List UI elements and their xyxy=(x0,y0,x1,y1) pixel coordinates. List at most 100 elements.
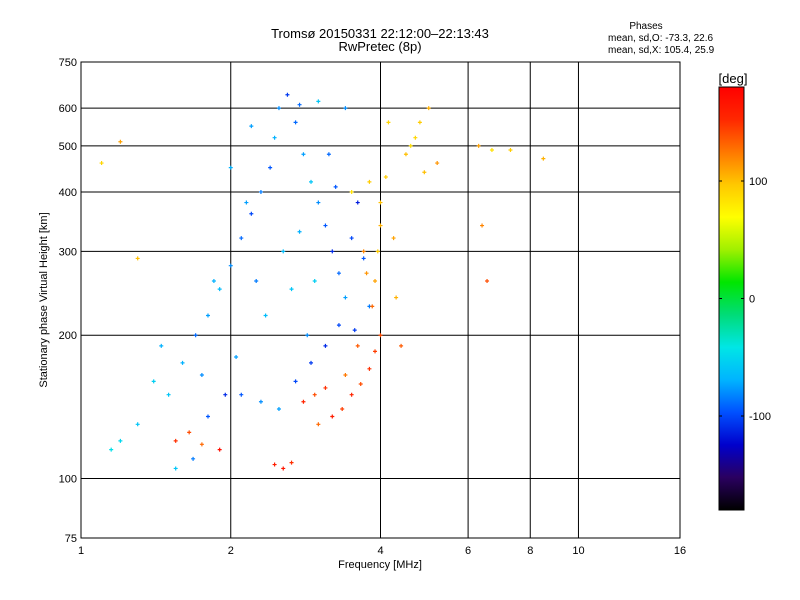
data-point-o xyxy=(109,447,114,452)
data-point-o xyxy=(281,249,286,254)
data-point-x xyxy=(312,392,317,397)
data-point-x xyxy=(99,161,104,166)
x-tick-label: 16 xyxy=(674,545,686,557)
data-point-o xyxy=(285,92,290,97)
data-point-o xyxy=(309,179,314,184)
data-point-x xyxy=(378,223,383,228)
plot-frame xyxy=(80,61,681,539)
data-point-o xyxy=(323,343,328,348)
data-point-x xyxy=(289,460,294,465)
data-point-o xyxy=(293,120,298,125)
data-point-o xyxy=(312,279,317,284)
data-point-x xyxy=(435,161,440,166)
x-tick-label: 6 xyxy=(465,545,471,557)
data-point-x xyxy=(378,200,383,205)
data-point-x xyxy=(373,349,378,354)
data-point-x xyxy=(375,249,380,254)
data-point-x xyxy=(489,147,494,152)
data-point-x xyxy=(422,170,427,175)
colorbar-gradient xyxy=(718,86,745,511)
stats-o-line: mean, sd,O: -73.3, 22.6 xyxy=(608,33,714,44)
data-point-o xyxy=(336,271,341,276)
data-point-x xyxy=(391,236,396,241)
data-point-o xyxy=(355,200,360,205)
data-point-x xyxy=(358,381,363,386)
x-tick-label: 1 xyxy=(78,545,84,557)
data-point-x xyxy=(541,156,546,161)
colorbar-ticks: 100 0 -100 xyxy=(719,176,771,423)
y-tick-label: 200 xyxy=(59,330,77,342)
data-point-x xyxy=(508,147,513,152)
data-point-o xyxy=(249,211,254,216)
data-point-o xyxy=(217,287,222,292)
data-point-x xyxy=(135,256,140,261)
data-point-o xyxy=(297,229,302,234)
stats-x-line: mean, sd,X: 105.4, 25.9 xyxy=(608,45,715,56)
data-point-o xyxy=(166,392,171,397)
colorbar-tick-label: 100 xyxy=(749,176,767,188)
chart-subtitle: RwPretec (8p) xyxy=(338,39,422,54)
plot-grid xyxy=(81,62,680,538)
data-point-x xyxy=(355,343,360,348)
data-point-o xyxy=(343,295,348,300)
data-point-o xyxy=(272,135,277,140)
data-point-o xyxy=(151,379,156,384)
data-point-x xyxy=(301,399,306,404)
data-point-o xyxy=(193,333,198,338)
data-point-x xyxy=(330,414,335,419)
data-point-o xyxy=(297,102,302,107)
data-point-o xyxy=(191,456,196,461)
data-point-o xyxy=(173,466,178,471)
data-point-x xyxy=(173,438,178,443)
y-tick-label: 750 xyxy=(59,57,77,69)
data-point-x xyxy=(386,120,391,125)
data-point-x xyxy=(187,430,192,435)
colorbar-label: [deg] xyxy=(719,71,748,86)
data-point-o xyxy=(305,333,310,338)
data-point-o xyxy=(159,343,164,348)
data-point-o xyxy=(333,184,338,189)
data-point-o xyxy=(258,399,263,404)
data-point-x xyxy=(394,295,399,300)
data-point-x xyxy=(417,120,422,125)
y-tick-label: 75 xyxy=(65,533,77,545)
x-tick-label: 10 xyxy=(572,545,584,557)
data-point-o xyxy=(180,360,185,365)
data-point-o xyxy=(263,313,268,318)
scatter-points xyxy=(99,92,546,471)
data-point-x xyxy=(408,143,413,148)
colorbar: [deg] 100 0 -100 xyxy=(718,71,771,511)
data-point-o xyxy=(118,438,123,443)
chart-title: Tromsø 20150331 22:12:00–22:13:43 xyxy=(271,26,489,41)
data-point-o xyxy=(289,287,294,292)
data-point-x xyxy=(118,139,123,144)
data-point-x xyxy=(343,373,348,378)
data-point-o xyxy=(211,279,216,284)
data-point-x xyxy=(413,135,418,140)
data-point-x xyxy=(485,279,490,284)
y-tick-label: 500 xyxy=(59,141,77,153)
data-point-o xyxy=(336,323,341,328)
data-point-x xyxy=(364,271,369,276)
data-point-o xyxy=(239,392,244,397)
data-point-x xyxy=(476,143,481,148)
x-tick-label: 4 xyxy=(377,545,383,557)
data-point-x xyxy=(399,343,404,348)
data-point-o xyxy=(135,422,140,427)
y-tick-label: 600 xyxy=(59,103,77,115)
data-point-o xyxy=(249,124,254,129)
data-point-o xyxy=(199,373,204,378)
data-point-x xyxy=(403,152,408,157)
data-point-x xyxy=(361,249,366,254)
data-point-o xyxy=(244,200,249,205)
data-point-o xyxy=(352,328,357,333)
data-point-o xyxy=(228,165,233,170)
y-tick-label: 100 xyxy=(59,474,77,486)
data-point-o xyxy=(293,379,298,384)
colorbar-tick-label: 0 xyxy=(749,294,755,306)
data-point-x xyxy=(378,333,383,338)
data-point-o xyxy=(316,200,321,205)
data-point-o xyxy=(205,313,210,318)
data-point-o xyxy=(276,106,281,111)
